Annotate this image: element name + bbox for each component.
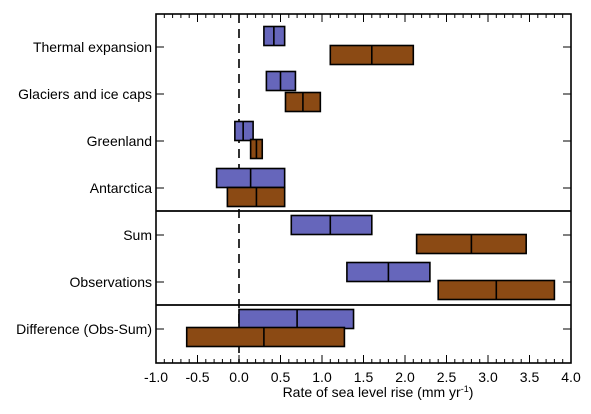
range-bar: [238, 308, 355, 330]
range-bars-group: [185, 25, 556, 348]
x-tick-label: 0.0: [229, 369, 249, 385]
x-tick-label: -0.5: [185, 369, 209, 385]
x-axis-label-main: Rate of sea level rise (mm yr: [283, 384, 461, 400]
x-tick-label: 1.5: [354, 369, 374, 385]
x-tick-labels-group: -1.0 -0.5 0.0 0.5 1.0 1.5 2.0 2.5 3.0 3.5 4.0: [144, 369, 581, 385]
x-tick-label: 4.0: [561, 369, 581, 385]
category-labels-group: Thermal expansion Glaciers and ice caps Gr…: [16, 39, 152, 337]
category-label: Antarctica: [90, 180, 152, 196]
range-bar: [234, 120, 254, 142]
x-tick-label: 3.0: [478, 369, 498, 385]
category-label: Sum: [123, 227, 152, 243]
category-label: Difference (Obs-Sum): [16, 321, 152, 337]
x-tick-label: 1.0: [312, 369, 332, 385]
category-label: Glaciers and ice caps: [18, 86, 152, 102]
x-tick-label: 3.5: [520, 369, 540, 385]
x-tick-label: -1.0: [144, 369, 168, 385]
x-tick-label: 2.5: [437, 369, 457, 385]
x-axis-label-superscript: -1: [461, 384, 469, 394]
x-axis-label-suffix: ): [469, 384, 474, 400]
category-label: Observations: [70, 274, 152, 290]
plot-frame: [155, 13, 572, 364]
plot-frame-group: [155, 13, 572, 364]
x-axis-label: Rate of sea level rise (mm yr-1): [283, 384, 474, 400]
range-bar: [290, 214, 373, 236]
range-bar: [185, 326, 346, 348]
category-label: Thermal expansion: [33, 39, 152, 55]
x-tick-label: 2.0: [395, 369, 415, 385]
tick-marks-group: [155, 14, 572, 363]
x-tick-label: 0.5: [271, 369, 291, 385]
category-label: Greenland: [87, 133, 152, 149]
